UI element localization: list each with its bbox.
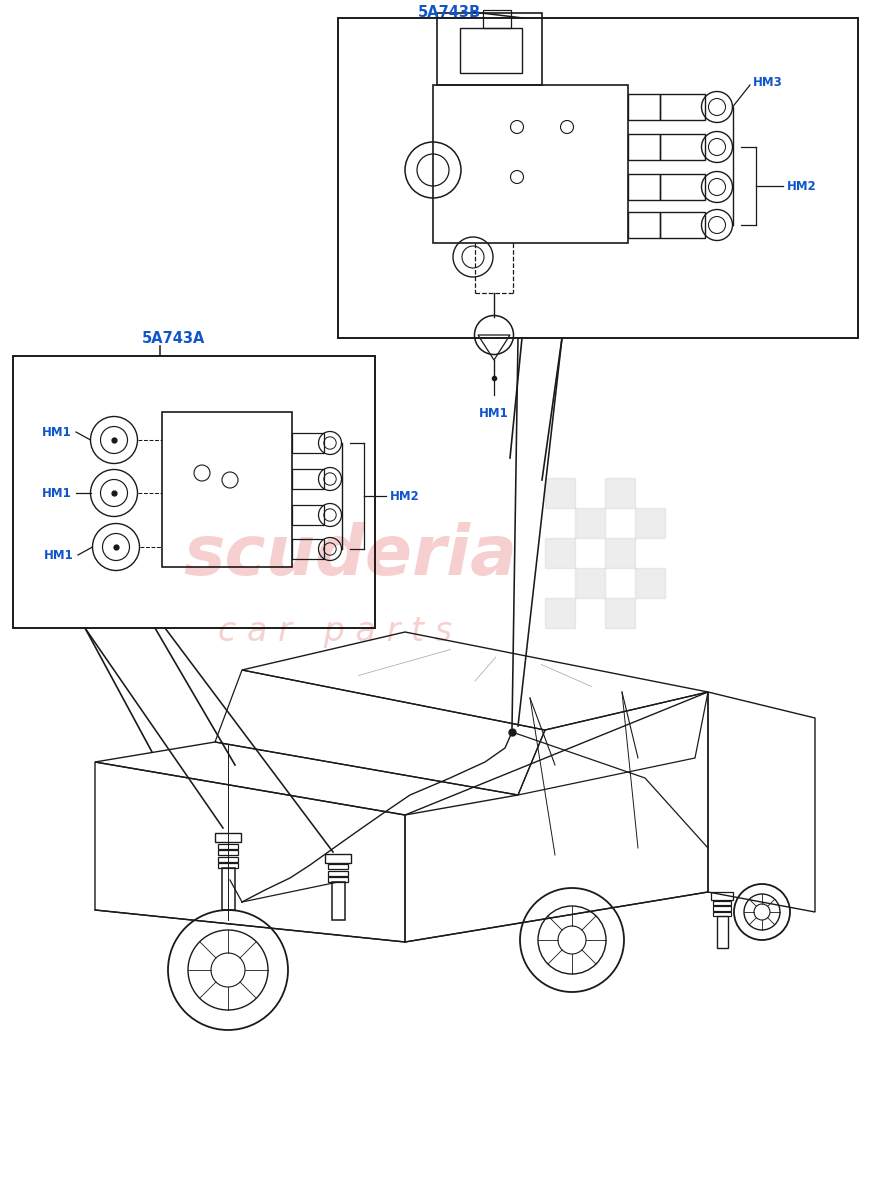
Text: HM1: HM1 <box>42 486 72 499</box>
Bar <box>221 868 234 910</box>
Bar <box>218 863 238 868</box>
Bar <box>635 508 665 538</box>
Bar <box>628 212 660 238</box>
Bar <box>660 212 705 238</box>
Bar <box>13 356 375 628</box>
Bar <box>628 94 660 120</box>
Text: HM1: HM1 <box>42 426 72 438</box>
Bar <box>605 478 635 508</box>
Text: HM1: HM1 <box>480 407 509 420</box>
Bar <box>717 916 727 948</box>
Bar <box>711 892 733 900</box>
Text: scuderia: scuderia <box>183 522 517 588</box>
Text: 5A743B: 5A743B <box>418 5 481 20</box>
Bar <box>605 538 635 568</box>
Bar <box>325 853 351 863</box>
Bar <box>292 539 324 559</box>
Bar <box>605 598 635 628</box>
Bar <box>292 433 324 452</box>
Bar <box>713 912 731 916</box>
Bar <box>545 478 575 508</box>
Bar <box>660 134 705 160</box>
Bar <box>218 857 238 862</box>
Text: 5A743A: 5A743A <box>142 331 206 346</box>
Bar <box>292 505 324 526</box>
Bar <box>218 844 238 848</box>
Bar <box>332 882 345 920</box>
Bar <box>713 900 731 905</box>
Bar <box>628 134 660 160</box>
Text: HM1: HM1 <box>45 548 74 562</box>
Bar <box>545 538 575 568</box>
Bar <box>433 85 628 242</box>
Bar <box>338 18 858 338</box>
Bar <box>215 833 241 842</box>
Bar <box>575 568 605 598</box>
Bar <box>660 94 705 120</box>
Bar <box>575 508 605 538</box>
Bar <box>545 598 575 628</box>
Bar <box>328 877 348 882</box>
Bar <box>635 568 665 598</box>
Bar <box>328 864 348 869</box>
Bar <box>628 174 660 200</box>
Bar <box>437 13 542 85</box>
Text: HM2: HM2 <box>390 490 420 503</box>
Bar <box>660 174 705 200</box>
Bar <box>460 28 522 73</box>
Bar <box>483 10 511 28</box>
Bar <box>328 870 348 876</box>
Text: c a r   p a r t s: c a r p a r t s <box>218 616 452 648</box>
Bar <box>713 906 731 911</box>
Text: HM2: HM2 <box>787 180 816 192</box>
Bar <box>218 850 238 854</box>
Bar <box>162 412 292 566</box>
Text: HM3: HM3 <box>753 76 783 89</box>
Bar <box>292 469 324 490</box>
